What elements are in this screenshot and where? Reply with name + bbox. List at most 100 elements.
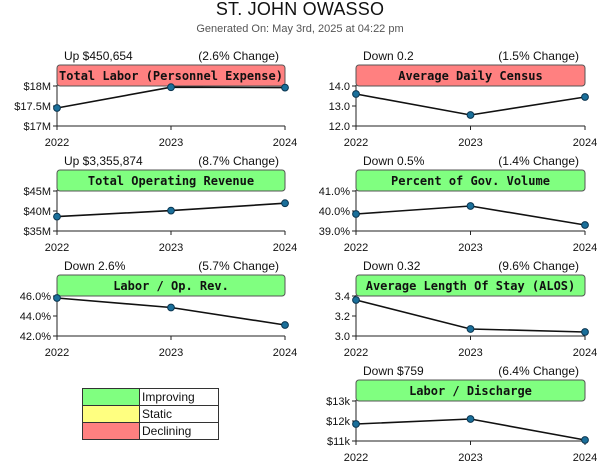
data-point bbox=[466, 415, 475, 423]
y-tick-label: 3.4 bbox=[335, 291, 350, 303]
x-tick-label: 2022 bbox=[344, 137, 368, 149]
change-percent: (8.7% Change) bbox=[198, 154, 279, 168]
chart-6: Down $759 (6.4% Change) Labor / Discharge $… bbox=[326, 364, 597, 464]
generated-timestamp: Generated On: May 3rd, 2025 at 04:22 pm bbox=[196, 23, 404, 35]
x-tick-label: 2024 bbox=[573, 137, 597, 149]
legend-label: Declining bbox=[139, 422, 219, 440]
chart-2: Up $3,355,874 (8.7% Change) Total Operatin… bbox=[23, 154, 297, 254]
data-point bbox=[167, 303, 175, 312]
y-tick-label: $40M bbox=[23, 206, 51, 218]
change-amount: Down 0.32 bbox=[363, 259, 421, 273]
chart-5: Down 0.32 (9.6% Change) Average Length Of … bbox=[335, 259, 598, 359]
change-percent: (1.4% Change) bbox=[498, 154, 579, 168]
x-tick-label: 2024 bbox=[273, 137, 297, 149]
x-tick-label: 2022 bbox=[45, 242, 69, 254]
data-point bbox=[53, 104, 61, 112]
legend: Improving Static Declining bbox=[82, 388, 219, 440]
legend-item-improving: Improving bbox=[82, 388, 219, 406]
x-tick-label: 2023 bbox=[458, 242, 482, 254]
x-tick-label: 2024 bbox=[573, 242, 597, 254]
data-point bbox=[466, 111, 475, 119]
data-point bbox=[581, 93, 589, 101]
data-point bbox=[352, 90, 360, 98]
chart-title-banner bbox=[355, 379, 586, 402]
change-amount: Up $450,654 bbox=[64, 49, 133, 63]
chart-title: Average Length Of Stay (ALOS) bbox=[366, 279, 576, 293]
y-tick-label: $12k bbox=[326, 416, 350, 428]
data-point bbox=[167, 206, 175, 215]
chart-title-banner bbox=[355, 274, 586, 297]
y-tick-label: 40.0% bbox=[319, 206, 350, 218]
data-point bbox=[352, 420, 360, 428]
x-tick-label: 2022 bbox=[45, 347, 69, 359]
y-tick-label: 46.0% bbox=[20, 291, 51, 303]
change-amount: Down 0.2 bbox=[363, 49, 414, 63]
x-tick-label: 2024 bbox=[273, 242, 297, 254]
legend-swatch-improving bbox=[82, 388, 140, 406]
y-tick-label: 3.0 bbox=[335, 331, 350, 343]
legend-swatch-static bbox=[82, 405, 140, 423]
change-percent: (6.4% Change) bbox=[498, 364, 579, 378]
chart-title-banner bbox=[56, 274, 286, 297]
change-amount: Up $3,355,874 bbox=[64, 154, 143, 168]
x-tick-label: 2022 bbox=[344, 242, 368, 254]
chart-3: Down 0.5% (1.4% Change) Percent of Gov. Vo… bbox=[319, 154, 597, 254]
chart-0: Up $450,654 (2.6% Change) Total Labor (Per… bbox=[14, 49, 297, 149]
chart-title: Average Daily Census bbox=[398, 69, 543, 83]
data-point bbox=[281, 321, 289, 329]
x-tick-label: 2024 bbox=[573, 452, 597, 464]
chart-1: Down 0.2 (1.5% Change) Average Daily Censu… bbox=[329, 49, 598, 149]
data-point bbox=[352, 210, 360, 218]
chart-title-banner bbox=[56, 169, 286, 192]
change-amount: Down $759 bbox=[363, 364, 424, 378]
x-tick-label: 2023 bbox=[159, 242, 183, 254]
chart-title: Total Operating Revenue bbox=[88, 174, 254, 188]
data-point bbox=[581, 221, 589, 229]
data-point bbox=[466, 325, 475, 333]
chart-title: Total Labor (Personnel Expense) bbox=[59, 69, 283, 83]
data-point bbox=[53, 212, 61, 221]
data-point bbox=[581, 436, 589, 444]
legend-swatch-declining bbox=[82, 422, 140, 440]
legend-item-declining: Declining bbox=[82, 422, 219, 440]
page-title: ST. JOHN OWASSO bbox=[215, 0, 385, 19]
data-point bbox=[281, 199, 289, 208]
y-tick-label: $35M bbox=[23, 226, 51, 238]
x-tick-label: 2022 bbox=[45, 137, 69, 149]
chart-title-banner bbox=[355, 64, 586, 87]
x-tick-label: 2023 bbox=[458, 347, 482, 359]
legend-item-static: Static bbox=[82, 405, 219, 423]
x-tick-label: 2024 bbox=[273, 347, 297, 359]
change-amount: Down 0.5% bbox=[363, 154, 425, 168]
change-percent: (9.6% Change) bbox=[498, 259, 579, 273]
change-percent: (2.6% Change) bbox=[198, 49, 279, 63]
y-tick-label: 14.0 bbox=[329, 81, 350, 93]
chart-4: Down 2.6% (5.7% Change) Labor / Op. Rev. 46… bbox=[20, 259, 297, 359]
y-tick-label: $18M bbox=[23, 81, 51, 93]
chart-title: Labor / Discharge bbox=[409, 384, 532, 398]
x-tick-label: 2023 bbox=[458, 452, 482, 464]
legend-label: Improving bbox=[139, 388, 219, 406]
data-point bbox=[53, 294, 61, 302]
y-tick-label: $17M bbox=[23, 121, 51, 133]
x-tick-label: 2023 bbox=[458, 137, 482, 149]
y-tick-label: 12.0 bbox=[329, 121, 350, 133]
y-tick-label: 41.0% bbox=[319, 186, 350, 198]
x-tick-label: 2024 bbox=[573, 347, 597, 359]
x-tick-label: 2022 bbox=[344, 452, 368, 464]
legend-label: Static bbox=[139, 405, 219, 423]
series-line bbox=[56, 297, 286, 326]
chart-title: Labor / Op. Rev. bbox=[113, 279, 229, 293]
data-point bbox=[466, 202, 475, 210]
x-tick-label: 2023 bbox=[159, 137, 183, 149]
chart-title-banner bbox=[355, 169, 586, 192]
y-tick-label: $17.5M bbox=[14, 101, 51, 113]
change-percent: (1.5% Change) bbox=[498, 49, 579, 63]
y-tick-label: 44.0% bbox=[20, 311, 51, 323]
x-tick-label: 2023 bbox=[159, 347, 183, 359]
y-tick-label: 39.0% bbox=[319, 226, 350, 238]
y-tick-label: $45M bbox=[23, 186, 51, 198]
data-point bbox=[352, 296, 360, 304]
chart-title: Percent of Gov. Volume bbox=[391, 174, 550, 188]
